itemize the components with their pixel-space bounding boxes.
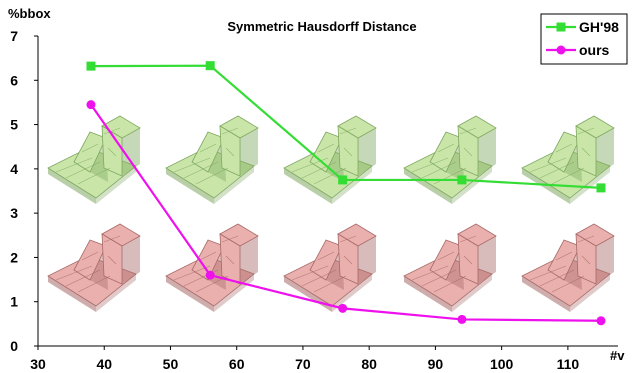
- x-tick-labels: 30 40 50 60 70 80 90 100 110: [30, 346, 579, 372]
- red-mesh-model-5: [521, 223, 615, 312]
- x-tick-label: 90: [428, 356, 444, 372]
- data-point-ours: [596, 316, 606, 326]
- x-tick-label: 100: [490, 356, 514, 372]
- green-mesh-model-3: [283, 115, 377, 204]
- x-tick-label: 60: [229, 356, 245, 372]
- data-point-ours: [205, 270, 215, 280]
- green-mesh-model-2: [165, 115, 259, 204]
- green-mesh-model-5: [521, 115, 615, 204]
- red-mesh-model-4: [403, 223, 497, 312]
- legend-label-gh98: GH'98: [579, 19, 619, 35]
- x-tick-label: 50: [163, 356, 179, 372]
- data-point-gh98: [457, 175, 467, 185]
- data-point-ours: [338, 303, 348, 313]
- red-mesh-model-3: [283, 223, 377, 312]
- data-point-gh98: [86, 61, 96, 71]
- data-point-gh98: [205, 61, 215, 71]
- chart-title: Symmetric Hausdorff Distance: [227, 19, 416, 34]
- green-mesh-model-1: [47, 115, 141, 204]
- legend-marker-gh98: [556, 22, 566, 32]
- x-tick-label: 80: [361, 356, 377, 372]
- y-tick-label: 3: [10, 205, 18, 221]
- y-tick-label: 1: [10, 294, 18, 310]
- data-series: [86, 61, 606, 326]
- y-tick-label: 6: [10, 72, 18, 88]
- y-axis-label: %bbox: [8, 6, 51, 21]
- y-tick-label: 4: [10, 161, 18, 177]
- data-point-ours: [86, 100, 96, 110]
- x-tick-label: 70: [295, 356, 311, 372]
- x-tick-label: 30: [30, 356, 46, 372]
- x-axis-label: #v: [610, 348, 625, 363]
- legend: GH'98 ours: [540, 13, 628, 65]
- x-tick-label: 40: [96, 356, 112, 372]
- y-tick-label: 2: [10, 249, 18, 265]
- y-tick-label: 0: [10, 338, 18, 354]
- legend-box: [540, 13, 628, 65]
- y-tick-labels: 0 1 2 3 4 5 6 7: [10, 28, 38, 354]
- green-mesh-model-4: [403, 115, 497, 204]
- red-mesh-model-1: [47, 223, 141, 312]
- y-tick-label: 7: [10, 28, 18, 44]
- red-mesh-model-2: [165, 223, 259, 312]
- legend-label-ours: ours: [579, 42, 610, 58]
- mesh-renderings: [47, 115, 615, 312]
- x-tick-label: 110: [557, 356, 580, 372]
- axes: [37, 36, 618, 347]
- legend-marker-ours: [556, 45, 566, 55]
- data-point-gh98: [338, 175, 348, 185]
- data-point-ours: [457, 314, 467, 324]
- data-point-gh98: [596, 183, 606, 193]
- y-tick-label: 5: [10, 117, 18, 133]
